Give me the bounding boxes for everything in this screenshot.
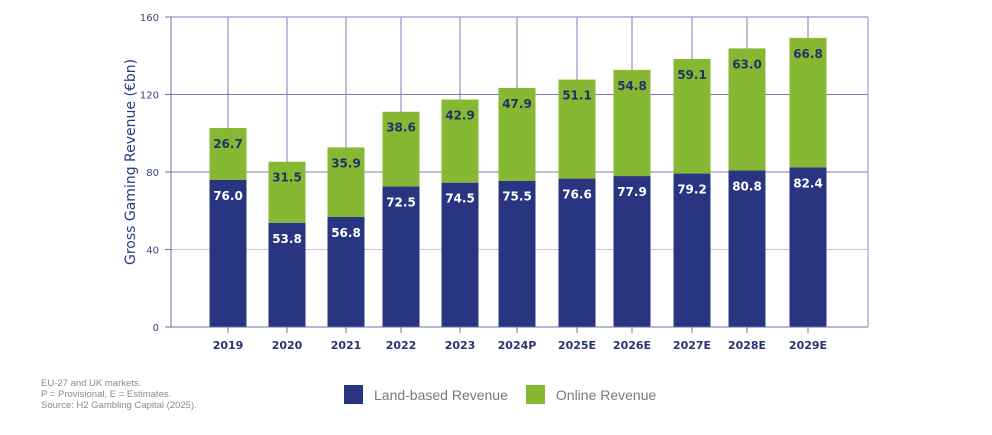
data-label-land-based-2027E: 79.2 (677, 183, 707, 197)
bar-online-2020 (268, 161, 306, 223)
legend-item-land-based: Land-based Revenue (344, 385, 508, 404)
data-label-land-based-2020: 53.8 (272, 232, 302, 246)
bar-land-based-2021 (327, 216, 365, 327)
bar-land-based-2019 (209, 179, 247, 327)
x-tick-label-2024P: 2024P (498, 339, 537, 352)
bar-online-2026E (613, 69, 651, 177)
bar-land-based-2028E (728, 170, 766, 327)
x-tick-label-2028E: 2028E (728, 339, 766, 352)
bar-land-based-2029E (789, 167, 827, 327)
data-label-land-based-2022: 72.5 (386, 196, 416, 210)
legend-swatch-land-based (344, 385, 363, 404)
data-label-land-based-2025E: 76.6 (562, 188, 592, 202)
data-label-land-based-2024P: 75.5 (502, 190, 532, 204)
data-label-online-2028E: 63.0 (732, 57, 762, 71)
bar-land-based-2024P (498, 180, 536, 327)
note-abbreviations: P = Provisional, E = Estimates. (41, 389, 172, 400)
bar-land-based-2020 (268, 222, 306, 327)
x-tick-label-2029E: 2029E (789, 339, 827, 352)
data-label-land-based-2028E: 80.8 (732, 179, 762, 193)
bar-land-based-2023 (441, 182, 479, 327)
data-label-land-based-2029E: 82.4 (793, 176, 823, 190)
data-label-online-2021: 35.9 (331, 156, 361, 170)
note-source: Source: H2 Gambling Capital (2025). (41, 400, 197, 411)
y-axis-label: Gross Gaming Revenue (€bn) (123, 59, 139, 265)
bar-land-based-2027E (673, 173, 711, 327)
bars: 76.0 26.7 53.8 31.5 56.8 35.9 72.5 38.6 74.5 42.9… (209, 37, 827, 327)
y-tick-label-0: 0 (153, 323, 159, 334)
stacked-bar-chart: 76.0 26.7 53.8 31.5 56.8 35.9 72.5 38.6 74.5 42.9… (123, 13, 869, 352)
bar-land-based-2026E (613, 176, 651, 327)
data-label-online-2022: 38.6 (386, 121, 416, 135)
x-tick-label-2021: 2021 (331, 339, 362, 352)
note-markets: EU-27 and UK markets. (41, 378, 142, 389)
data-label-online-2023: 42.9 (445, 109, 475, 123)
bar-online-2019 (209, 128, 247, 180)
y-tick-label-80: 80 (146, 168, 159, 179)
axes: 0 40 80 120 160 2019 2020 2021 2022 2023 2024P 2025… (140, 13, 869, 352)
x-tick-label-2025E: 2025E (558, 339, 596, 352)
data-label-online-2026E: 54.8 (617, 79, 647, 93)
chart-notes: EU-27 and UK markets. P = Provisional, E… (41, 378, 197, 411)
data-label-online-2019: 26.7 (213, 137, 243, 151)
y-tick-label-120: 120 (140, 91, 159, 102)
bar-land-based-2022 (382, 186, 420, 327)
data-label-land-based-2023: 74.5 (445, 192, 475, 206)
x-tick-label-2026E: 2026E (613, 339, 651, 352)
data-label-online-2027E: 59.1 (677, 68, 707, 82)
x-tick-label-2022: 2022 (386, 339, 417, 352)
bar-online-2029E (789, 37, 827, 168)
data-label-online-2029E: 66.8 (793, 47, 823, 61)
legend-label-land-based: Land-based Revenue (374, 386, 508, 403)
x-tick-label-2027E: 2027E (673, 339, 711, 352)
bar-online-2025E (558, 79, 596, 179)
bar-online-2021 (327, 147, 365, 217)
bar-online-2022 (382, 111, 420, 187)
bar-land-based-2025E (558, 178, 596, 327)
legend-label-online: Online Revenue (555, 386, 657, 403)
bar-online-2024P (498, 87, 536, 181)
bar-online-2023 (441, 99, 479, 183)
data-label-online-2025E: 51.1 (562, 89, 592, 103)
legend: Land-based Revenue Online Revenue (344, 385, 674, 404)
legend-swatch-online (525, 385, 545, 404)
x-tick-label-2019: 2019 (213, 339, 244, 352)
y-tick-label-40: 40 (146, 246, 159, 257)
data-label-online-2020: 31.5 (272, 171, 302, 185)
y-tick-label-160: 160 (140, 13, 159, 24)
data-label-land-based-2026E: 77.9 (617, 185, 647, 199)
x-tick-label-2023: 2023 (445, 339, 476, 352)
data-label-land-based-2021: 56.8 (331, 226, 361, 240)
x-tick-label-2020: 2020 (272, 339, 303, 352)
legend-item-online: Online Revenue (525, 385, 657, 404)
data-label-online-2024P: 47.9 (502, 97, 532, 111)
bar-online-2027E (673, 59, 711, 174)
data-label-land-based-2019: 76.0 (213, 189, 243, 203)
bar-online-2028E (728, 48, 766, 171)
